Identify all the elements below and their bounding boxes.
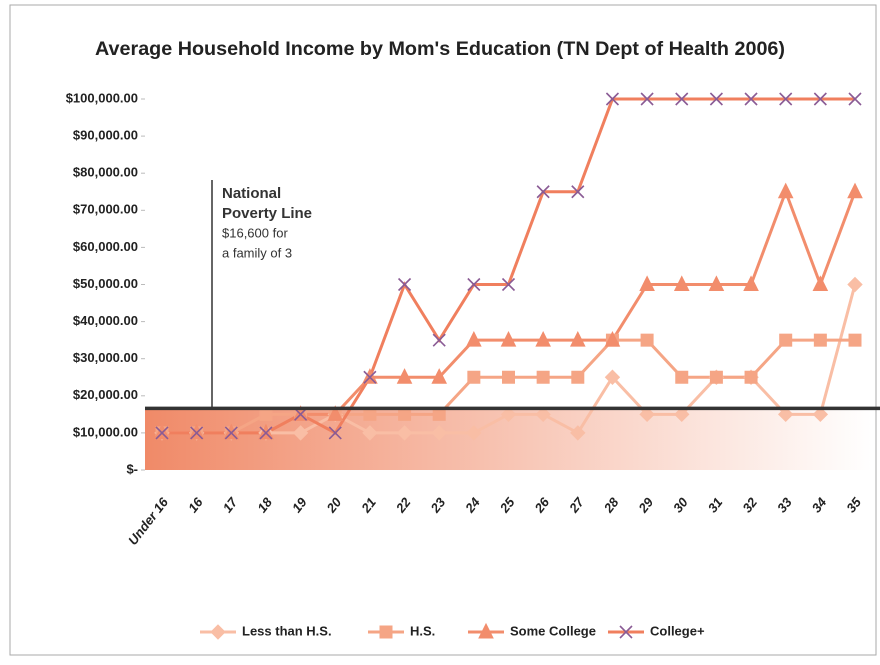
legend-item: Some College — [468, 622, 596, 639]
frame — [9, 4, 877, 656]
data-point — [570, 425, 586, 441]
data-point — [604, 369, 621, 385]
data-point — [502, 370, 515, 384]
data-point — [640, 333, 654, 347]
data-point — [779, 92, 793, 106]
y-tick-label: $90,000.00 — [73, 128, 138, 143]
data-point — [292, 425, 309, 441]
data-point — [779, 333, 793, 347]
legend-marker — [210, 624, 226, 640]
data-point — [848, 92, 862, 106]
data-point — [847, 182, 863, 199]
legend-label: College+ — [650, 623, 705, 638]
annotation-text: $16,600 for — [222, 225, 288, 240]
annotation-text: Poverty Line — [222, 205, 312, 222]
data-point — [536, 185, 550, 199]
data-point — [569, 331, 586, 347]
data-point — [675, 370, 689, 384]
data-point — [396, 368, 413, 384]
data-point — [639, 275, 655, 291]
data-point — [674, 406, 690, 423]
data-point — [535, 406, 551, 423]
y-tick-label: $40,000.00 — [73, 313, 138, 328]
data-point — [571, 185, 585, 199]
y-tick-label: $- — [126, 461, 138, 476]
annotation-text: a family of 3 — [222, 245, 292, 260]
data-point — [328, 426, 342, 440]
data-point — [224, 426, 238, 440]
data-point — [536, 370, 550, 384]
y-tick-label: $50,000.00 — [73, 276, 138, 291]
data-point — [744, 92, 758, 106]
y-tick-label: $100,000.00 — [66, 90, 138, 105]
legend-item: H.S. — [368, 623, 435, 639]
data-point — [640, 92, 654, 106]
data-point — [396, 425, 413, 441]
data-point — [466, 331, 482, 347]
y-tick-label: $80,000.00 — [73, 165, 138, 180]
data-point — [294, 407, 308, 421]
data-point — [812, 275, 829, 291]
data-point — [605, 92, 620, 106]
data-point — [362, 425, 378, 441]
data-point — [813, 92, 827, 106]
data-point — [397, 277, 412, 292]
data-point — [155, 426, 169, 440]
data-point — [259, 426, 273, 440]
data-point — [848, 333, 862, 347]
data-point — [604, 331, 621, 347]
data-point — [190, 426, 204, 440]
data-point — [812, 406, 829, 423]
data-point — [431, 425, 447, 441]
data-point — [327, 405, 344, 421]
legend-marker — [619, 625, 633, 639]
data-point — [744, 370, 758, 384]
data-point — [709, 92, 723, 106]
data-point — [675, 92, 689, 106]
data-point — [467, 370, 481, 384]
legend-marker — [478, 622, 494, 639]
legend-label: H.S. — [410, 623, 435, 638]
data-point — [777, 406, 794, 423]
y-tick-label: $30,000.00 — [73, 350, 138, 365]
chart-title: Average Household Income by Mom's Educat… — [95, 39, 785, 60]
y-tick-label: $20,000.00 — [73, 387, 138, 402]
legend-label: Less than H.S. — [242, 623, 332, 638]
legend-item: College+ — [608, 623, 705, 639]
data-point — [709, 370, 723, 384]
data-point — [466, 425, 482, 441]
legend-item: Less than H.S. — [200, 623, 332, 640]
y-tick-label: $60,000.00 — [73, 239, 138, 254]
y-tick-label: $10,000.00 — [73, 424, 138, 439]
data-point — [431, 368, 448, 384]
data-point — [501, 277, 516, 292]
data-point — [813, 333, 827, 347]
data-point — [363, 370, 377, 384]
legend-label: Some College — [510, 623, 596, 638]
data-point — [639, 406, 655, 423]
data-point — [847, 276, 863, 293]
data-point — [708, 275, 725, 291]
data-point — [571, 370, 585, 384]
data-point — [535, 331, 551, 347]
data-point — [743, 275, 759, 291]
data-point — [500, 406, 517, 423]
data-point — [777, 182, 794, 199]
data-point — [673, 275, 690, 291]
annotation-text: National — [222, 185, 281, 202]
legend-marker — [379, 625, 393, 639]
y-tick-label: $70,000.00 — [73, 202, 138, 217]
data-point — [500, 331, 517, 347]
data-point — [432, 333, 446, 347]
data-point — [467, 277, 481, 292]
